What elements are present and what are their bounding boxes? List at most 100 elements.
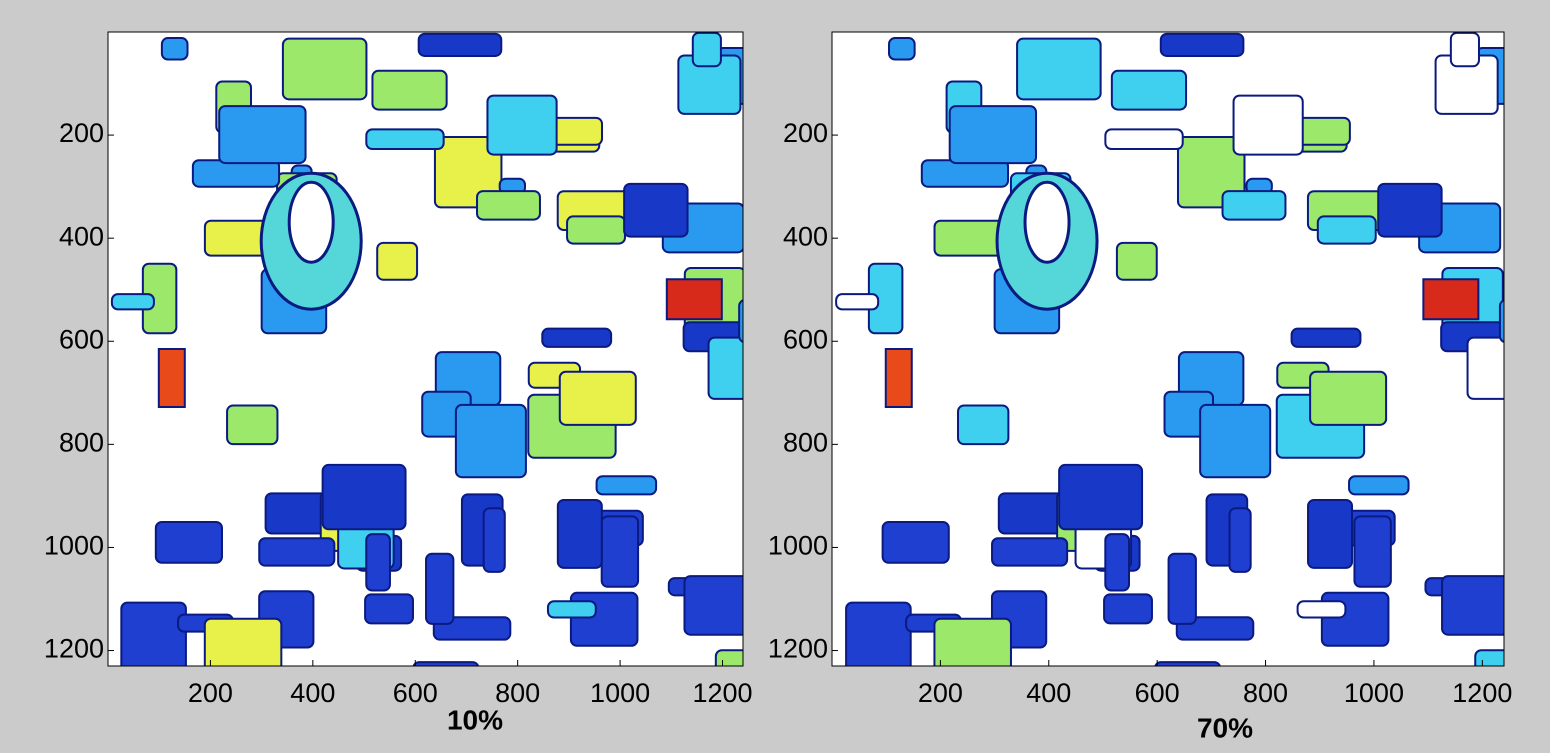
plot-frame [831,31,1505,667]
region [1377,182,1443,238]
region [1466,336,1504,400]
region [1307,498,1354,569]
region [707,336,743,400]
region [1422,278,1480,321]
region [226,404,279,446]
x-tick-label: 800 [495,678,540,708]
region [566,215,626,245]
region [120,601,187,666]
region [1296,600,1347,619]
region [321,463,407,531]
x-tick-label: 200 [918,678,963,708]
region [1103,593,1153,625]
image-content [835,32,1504,666]
region [417,32,503,57]
region [738,299,743,343]
region [364,593,414,625]
y-tick-label: 200 [59,118,104,148]
region [1449,32,1480,68]
region [1154,661,1221,666]
region [558,370,637,426]
region [486,94,558,156]
x-tick-label: 1200 [692,678,752,708]
region [933,617,1012,666]
region [546,600,597,619]
plot-frame [107,31,744,667]
region [1104,533,1131,592]
region [1023,180,1071,264]
y-tick-label: 1000 [44,531,104,561]
region [1167,552,1197,625]
region [1175,616,1255,641]
region [1498,299,1504,344]
y-tick-label: 1200 [44,634,104,664]
region [881,521,950,564]
image-content [110,32,743,666]
region [365,533,391,592]
region [454,403,527,479]
region [258,537,336,567]
region [1353,515,1392,588]
region [600,515,640,588]
region [1441,575,1504,636]
region [835,293,880,311]
region [1290,327,1362,348]
x-tick-label: 400 [290,678,335,708]
region [1199,403,1272,479]
region [425,552,455,625]
region [888,37,916,61]
region [1232,94,1304,156]
region [110,293,155,311]
y-tick-label: 800 [783,427,828,457]
region [432,616,512,641]
region [1016,37,1102,101]
region [948,105,1038,165]
region [556,498,603,569]
x-tick-label: 400 [1026,678,1071,708]
region [157,348,186,408]
x-tick-label: 1200 [1452,678,1512,708]
x-tick-label: 1000 [590,678,650,708]
y-tick-label: 200 [783,118,828,148]
region [884,348,913,408]
region [203,617,283,666]
y-tick-label: 1200 [768,634,828,664]
region [191,159,281,188]
region [154,521,223,564]
panel-title: 70% [1197,712,1253,743]
y-tick-label: 600 [59,324,104,354]
x-tick-label: 200 [188,678,233,708]
region [1316,215,1377,245]
x-tick-label: 600 [1135,678,1180,708]
region [433,135,503,209]
region [160,37,189,61]
region [623,182,689,238]
region [371,69,448,111]
region [1348,475,1410,496]
region [287,180,335,264]
region [1058,463,1144,531]
region [1115,241,1158,281]
panel-title: 10% [447,704,503,735]
y-tick-label: 800 [59,427,104,457]
region [1110,69,1188,111]
region [1104,128,1184,151]
region [665,278,723,321]
region [412,661,480,666]
x-tick-label: 1000 [1344,678,1404,708]
region [482,507,506,573]
region [920,159,1010,188]
region [1309,370,1388,426]
region [376,241,419,281]
region [991,537,1069,567]
region [845,601,912,666]
region [683,575,743,636]
x-tick-label: 600 [393,678,438,708]
region [476,190,541,221]
region [218,105,307,165]
region [957,404,1010,446]
region [281,37,368,101]
y-tick-label: 400 [59,221,104,251]
